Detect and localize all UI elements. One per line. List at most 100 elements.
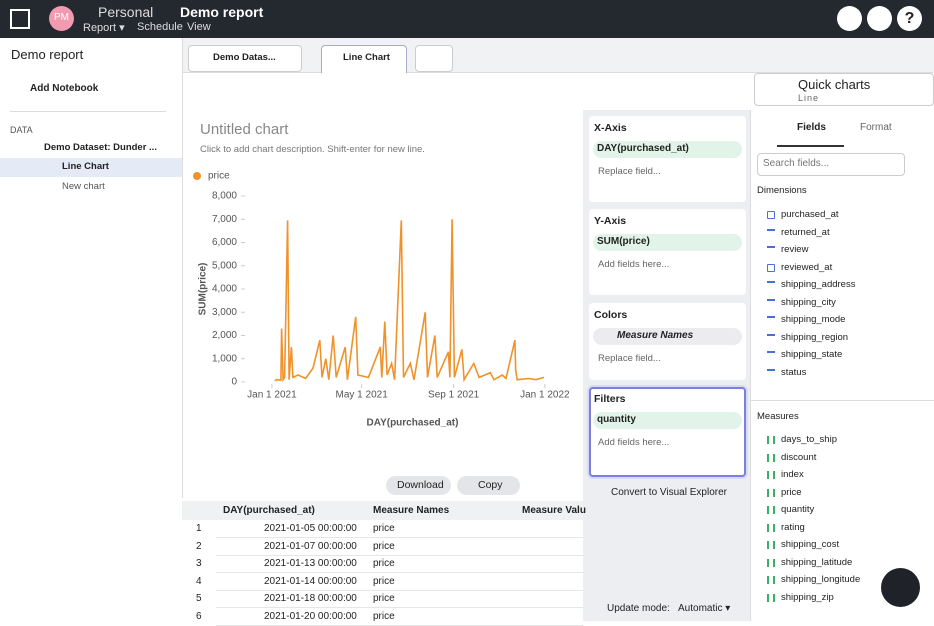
search-box[interactable] [757, 153, 905, 176]
sidebar-item[interactable]: Line Chart [62, 161, 109, 172]
chart-description[interactable]: Click to add chart description. Shift-en… [200, 144, 425, 155]
field[interactable]: review [781, 244, 809, 255]
field[interactable]: shipping_state [781, 349, 843, 360]
convert-link[interactable]: Convert to Visual Explorer [611, 487, 727, 498]
field-icon [767, 523, 775, 532]
field-icon [767, 351, 775, 359]
menu-item[interactable]: Schedule [137, 21, 183, 33]
field[interactable]: status [781, 366, 807, 378]
field[interactable]: shipping_longitude [781, 574, 861, 585]
field[interactable]: purchased_at [781, 209, 839, 220]
field[interactable]: shipping_region [781, 331, 849, 343]
tab-active[interactable] [321, 45, 407, 73]
field[interactable]: rating [781, 521, 805, 533]
field[interactable]: shipping_mode [781, 314, 846, 325]
shelf-title: Filters [594, 393, 626, 405]
sidebar-item[interactable]: New chart [62, 181, 105, 192]
update-mode-value[interactable]: Automatic ▾ [678, 603, 731, 614]
field-icon [767, 506, 775, 514]
table-cell: 2021-01-18 00:00:00 [264, 593, 357, 604]
panel-tab[interactable]: Fields [797, 122, 826, 133]
panel-tab[interactable]: Format [860, 122, 892, 133]
field-icon [767, 368, 775, 377]
table-cell: price [373, 540, 395, 552]
chat-button[interactable] [881, 568, 920, 607]
dataset[interactable]: Demo Dataset: Dunder ... [44, 142, 157, 153]
table-cell: 2021-01-13 00:00:00 [264, 558, 357, 569]
quick-charts-sub: Line [798, 93, 820, 103]
tab[interactable] [188, 45, 302, 72]
field-icon [767, 593, 775, 602]
button-label[interactable]: Download [397, 479, 444, 491]
field[interactable]: quantity [781, 504, 815, 515]
field[interactable]: shipping_latitude [781, 556, 853, 568]
tab-label[interactable]: Demo Datas... [213, 52, 276, 63]
new-tab[interactable] [415, 45, 453, 72]
workspace[interactable]: Personal [98, 4, 154, 20]
field[interactable]: days_to_ship [781, 434, 837, 445]
field-pill-label[interactable]: DAY(purchased_at) [597, 143, 689, 154]
button[interactable] [386, 476, 451, 495]
y-tick-label: 7,000 [212, 214, 237, 225]
menu-item[interactable]: View [187, 21, 211, 33]
add-button[interactable] [867, 6, 892, 31]
y-tick-label: 4,000 [212, 284, 237, 295]
menu-item[interactable]: Report ▾ [83, 22, 125, 34]
field-icon [767, 558, 775, 567]
chart: 0 1,000 2,000 3,000 4,000 5,000 6,000 7,000 8,00… [193, 171, 570, 429]
field-pill[interactable] [593, 234, 742, 251]
tab-label[interactable]: Line Chart [343, 52, 390, 63]
field-pill[interactable] [593, 141, 742, 158]
data-heading: DATA [10, 125, 33, 135]
search-button[interactable] [837, 6, 862, 31]
field[interactable]: reviewed_at [781, 261, 833, 273]
field[interactable]: index [781, 469, 804, 480]
x-tick-label: Jan 1 2022 [520, 390, 570, 401]
legend-marker [193, 172, 201, 180]
field-icon [767, 211, 775, 219]
table-cell: 2 [196, 540, 202, 552]
field[interactable]: shipping_address [781, 279, 856, 290]
shelf-title: Y-Axis [594, 215, 627, 227]
measures-heading: Measures [757, 411, 799, 422]
button-label[interactable]: Copy [478, 479, 503, 491]
field[interactable]: discount [781, 451, 817, 463]
legend-label: price [208, 171, 230, 182]
field-pill[interactable] [593, 412, 742, 429]
logo[interactable] [10, 9, 30, 29]
dimensions-heading: Dimensions [757, 185, 807, 196]
y-tick-label: 6,000 [212, 237, 237, 248]
shelf [589, 387, 746, 477]
field[interactable]: shipping_cost [781, 539, 840, 550]
table-cell: 3 [196, 558, 202, 569]
field-pill-label[interactable]: Measure Names [617, 330, 694, 341]
y-tick-label: 3,000 [212, 307, 237, 318]
field-icon [767, 316, 775, 324]
table-cell: price [373, 558, 395, 569]
field-pill-label[interactable]: SUM(price) [597, 236, 650, 247]
field-pill[interactable] [593, 328, 742, 345]
x-axis-label: DAY(purchased_at) [367, 418, 459, 429]
button[interactable] [457, 476, 520, 495]
avatar[interactable] [49, 6, 74, 31]
column-header: Measure Valu [522, 505, 586, 516]
field-pill-label[interactable]: quantity [597, 414, 636, 425]
y-tick-label: 0 [231, 377, 237, 388]
table-cell: 4 [196, 575, 202, 587]
field-icon [767, 333, 775, 342]
field[interactable]: price [781, 486, 802, 498]
quick-charts-title[interactable]: Quick charts [798, 77, 871, 92]
table-cell: price [373, 593, 395, 604]
chart-title[interactable]: Untitled chart [200, 121, 289, 138]
table-row [216, 590, 583, 608]
field[interactable]: shipping_city [781, 296, 836, 308]
table-row [216, 538, 583, 556]
field[interactable]: shipping_zip [781, 591, 834, 603]
shelf [589, 209, 746, 295]
field[interactable]: returned_at [781, 226, 830, 238]
add-notebook[interactable]: Add Notebook [30, 83, 99, 94]
help-button[interactable]: ? [897, 6, 922, 31]
y-tick-label: 5,000 [212, 260, 237, 271]
table-cell: 2021-01-14 00:00:00 [264, 575, 357, 587]
shelf-title: X-Axis [594, 122, 627, 134]
